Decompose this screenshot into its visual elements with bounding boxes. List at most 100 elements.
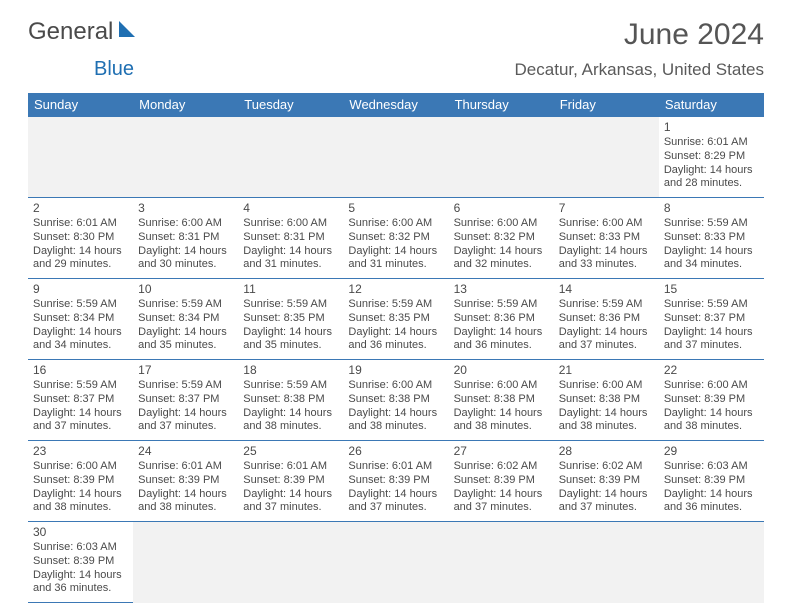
daylight-line: Daylight: 14 hours and 37 minutes. [33, 407, 128, 435]
sunrise-line: Sunrise: 5:59 AM [243, 298, 338, 312]
sunset-line: Sunset: 8:39 PM [559, 474, 654, 488]
sunrise-line: Sunrise: 6:00 AM [559, 217, 654, 231]
weekday-header: Tuesday [238, 93, 343, 117]
calendar-cell: 22Sunrise: 6:00 AMSunset: 8:39 PMDayligh… [659, 360, 764, 441]
weekday-header: Wednesday [343, 93, 448, 117]
sunset-line: Sunset: 8:33 PM [664, 231, 759, 245]
calendar-cell: 15Sunrise: 5:59 AMSunset: 8:37 PMDayligh… [659, 279, 764, 360]
daylight-line: Daylight: 14 hours and 36 minutes. [348, 326, 443, 354]
calendar-cell [554, 117, 659, 198]
sunset-line: Sunset: 8:35 PM [243, 312, 338, 326]
sunset-line: Sunset: 8:38 PM [454, 393, 549, 407]
sunset-line: Sunset: 8:30 PM [33, 231, 128, 245]
sunrise-line: Sunrise: 6:00 AM [243, 217, 338, 231]
daylight-line: Daylight: 14 hours and 37 minutes. [348, 488, 443, 516]
sunrise-line: Sunrise: 6:00 AM [454, 379, 549, 393]
day-number: 29 [664, 444, 759, 459]
calendar-cell [28, 117, 133, 198]
day-number: 5 [348, 201, 443, 216]
daylight-line: Daylight: 14 hours and 35 minutes. [243, 326, 338, 354]
daylight-line: Daylight: 14 hours and 37 minutes. [559, 326, 654, 354]
sunrise-line: Sunrise: 6:00 AM [454, 217, 549, 231]
calendar-cell: 12Sunrise: 5:59 AMSunset: 8:35 PMDayligh… [343, 279, 448, 360]
daylight-line: Daylight: 14 hours and 32 minutes. [454, 245, 549, 273]
calendar-cell [449, 117, 554, 198]
calendar-cell: 14Sunrise: 5:59 AMSunset: 8:36 PMDayligh… [554, 279, 659, 360]
day-number: 8 [664, 201, 759, 216]
day-number: 18 [243, 363, 338, 378]
sunrise-line: Sunrise: 5:59 AM [33, 379, 128, 393]
calendar-cell [133, 522, 238, 603]
daylight-line: Daylight: 14 hours and 30 minutes. [138, 245, 233, 273]
calendar-cell: 17Sunrise: 5:59 AMSunset: 8:37 PMDayligh… [133, 360, 238, 441]
sunrise-line: Sunrise: 6:01 AM [664, 136, 759, 150]
day-number: 22 [664, 363, 759, 378]
day-number: 13 [454, 282, 549, 297]
daylight-line: Daylight: 14 hours and 38 minutes. [243, 407, 338, 435]
calendar-table: Sunday Monday Tuesday Wednesday Thursday… [28, 93, 764, 603]
sunset-line: Sunset: 8:34 PM [138, 312, 233, 326]
weekday-header: Friday [554, 93, 659, 117]
calendar-cell: 30Sunrise: 6:03 AMSunset: 8:39 PMDayligh… [28, 522, 133, 603]
weekday-header-row: Sunday Monday Tuesday Wednesday Thursday… [28, 93, 764, 117]
sunset-line: Sunset: 8:38 PM [348, 393, 443, 407]
sunrise-line: Sunrise: 5:59 AM [559, 298, 654, 312]
day-number: 1 [664, 120, 759, 135]
sunrise-line: Sunrise: 6:02 AM [454, 460, 549, 474]
sunrise-line: Sunrise: 5:59 AM [243, 379, 338, 393]
daylight-line: Daylight: 14 hours and 37 minutes. [138, 407, 233, 435]
calendar-row: 30Sunrise: 6:03 AMSunset: 8:39 PMDayligh… [28, 522, 764, 603]
calendar-cell [133, 117, 238, 198]
daylight-line: Daylight: 14 hours and 38 minutes. [348, 407, 443, 435]
day-number: 17 [138, 363, 233, 378]
sunset-line: Sunset: 8:37 PM [138, 393, 233, 407]
day-number: 25 [243, 444, 338, 459]
calendar-cell: 2Sunrise: 6:01 AMSunset: 8:30 PMDaylight… [28, 198, 133, 279]
sunrise-line: Sunrise: 6:02 AM [559, 460, 654, 474]
sunrise-line: Sunrise: 6:03 AM [33, 541, 128, 555]
sunrise-line: Sunrise: 5:59 AM [454, 298, 549, 312]
calendar-cell: 8Sunrise: 5:59 AMSunset: 8:33 PMDaylight… [659, 198, 764, 279]
sunrise-line: Sunrise: 6:03 AM [664, 460, 759, 474]
calendar-cell [554, 522, 659, 603]
sunset-line: Sunset: 8:32 PM [348, 231, 443, 245]
calendar-cell: 6Sunrise: 6:00 AMSunset: 8:32 PMDaylight… [449, 198, 554, 279]
day-number: 10 [138, 282, 233, 297]
calendar-cell: 5Sunrise: 6:00 AMSunset: 8:32 PMDaylight… [343, 198, 448, 279]
weekday-header: Sunday [28, 93, 133, 117]
day-number: 16 [33, 363, 128, 378]
calendar-cell: 16Sunrise: 5:59 AMSunset: 8:37 PMDayligh… [28, 360, 133, 441]
sunrise-line: Sunrise: 6:00 AM [348, 379, 443, 393]
daylight-line: Daylight: 14 hours and 34 minutes. [664, 245, 759, 273]
sunset-line: Sunset: 8:38 PM [243, 393, 338, 407]
sunrise-line: Sunrise: 6:00 AM [348, 217, 443, 231]
brand-text-2: Blue [94, 58, 134, 81]
day-number: 23 [33, 444, 128, 459]
sunset-line: Sunset: 8:37 PM [664, 312, 759, 326]
sunrise-line: Sunrise: 5:59 AM [138, 298, 233, 312]
calendar-cell: 9Sunrise: 5:59 AMSunset: 8:34 PMDaylight… [28, 279, 133, 360]
day-number: 9 [33, 282, 128, 297]
sunrise-line: Sunrise: 6:00 AM [33, 460, 128, 474]
daylight-line: Daylight: 14 hours and 35 minutes. [138, 326, 233, 354]
calendar-row: 16Sunrise: 5:59 AMSunset: 8:37 PMDayligh… [28, 360, 764, 441]
calendar-cell: 20Sunrise: 6:00 AMSunset: 8:38 PMDayligh… [449, 360, 554, 441]
daylight-line: Daylight: 14 hours and 37 minutes. [454, 488, 549, 516]
sail-icon [117, 18, 139, 46]
sunset-line: Sunset: 8:39 PM [33, 474, 128, 488]
sunset-line: Sunset: 8:33 PM [559, 231, 654, 245]
day-number: 28 [559, 444, 654, 459]
sunset-line: Sunset: 8:36 PM [454, 312, 549, 326]
sunrise-line: Sunrise: 5:59 AM [664, 298, 759, 312]
daylight-line: Daylight: 14 hours and 36 minutes. [454, 326, 549, 354]
calendar-cell: 26Sunrise: 6:01 AMSunset: 8:39 PMDayligh… [343, 441, 448, 522]
weekday-header: Thursday [449, 93, 554, 117]
daylight-line: Daylight: 14 hours and 33 minutes. [559, 245, 654, 273]
sunset-line: Sunset: 8:39 PM [33, 555, 128, 569]
daylight-line: Daylight: 14 hours and 31 minutes. [243, 245, 338, 273]
daylight-line: Daylight: 14 hours and 28 minutes. [664, 164, 759, 192]
calendar-row: 9Sunrise: 5:59 AMSunset: 8:34 PMDaylight… [28, 279, 764, 360]
weekday-header: Monday [133, 93, 238, 117]
calendar-cell: 29Sunrise: 6:03 AMSunset: 8:39 PMDayligh… [659, 441, 764, 522]
day-number: 14 [559, 282, 654, 297]
